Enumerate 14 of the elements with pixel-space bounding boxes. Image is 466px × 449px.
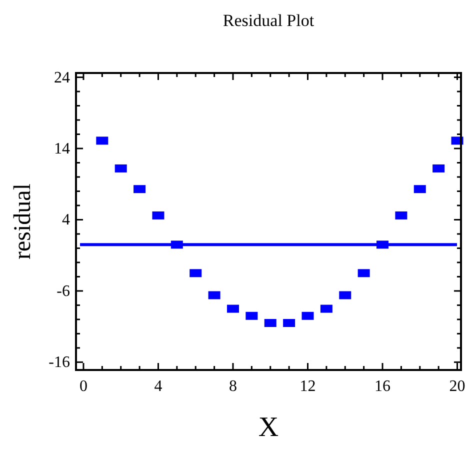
x-tick-label: 12	[300, 378, 316, 395]
x-tick-label: 20	[449, 378, 466, 395]
y-tick-label: -6	[56, 282, 70, 300]
x-tick-label: 16	[374, 378, 391, 395]
x-tick-label: 8	[228, 378, 237, 395]
y-tick-label: 4	[62, 212, 70, 229]
y-tick-label: -16	[48, 354, 70, 372]
y-axis-title: residual	[10, 183, 36, 260]
x-tick-label: 0	[79, 378, 88, 395]
x-axis-title: X	[258, 412, 279, 443]
chart-title: Residual Plot	[222, 11, 314, 30]
y-tick-label: 24	[54, 69, 70, 86]
x-tick-label: 4	[154, 378, 162, 395]
y-tick-label: 14	[54, 140, 70, 158]
